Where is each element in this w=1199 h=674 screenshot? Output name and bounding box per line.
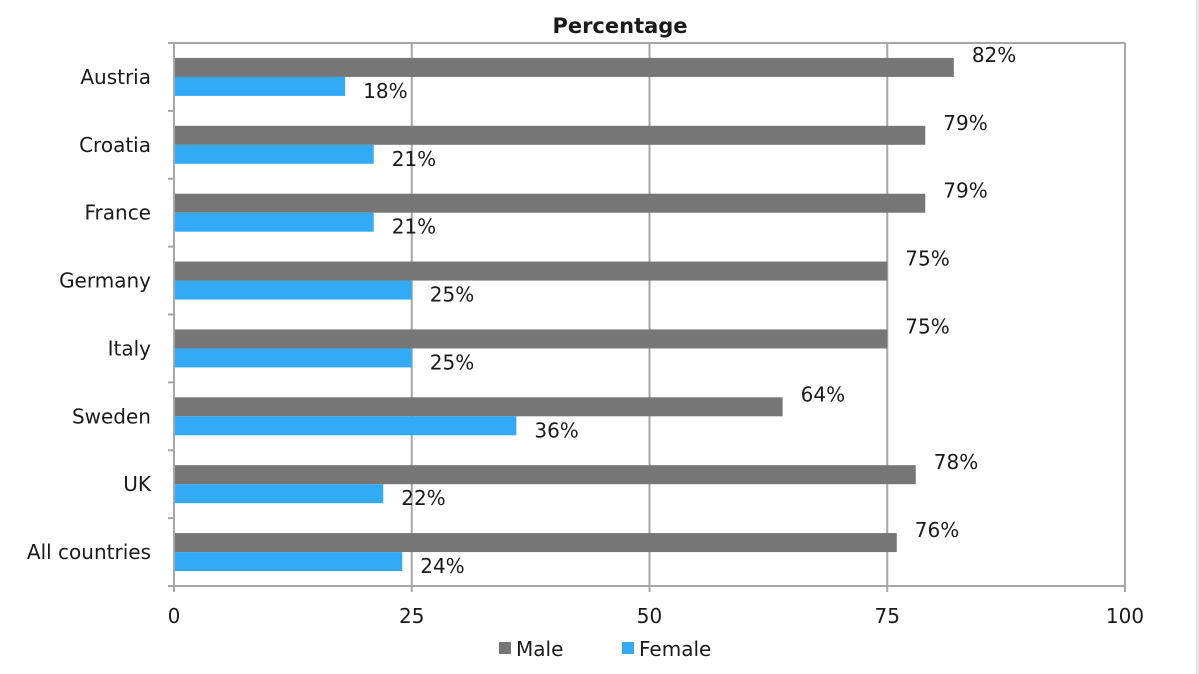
window-edge: [1196, 0, 1199, 674]
data-label-female: 25%: [430, 350, 474, 374]
bar-female: [174, 348, 412, 368]
legend-label-female: Female: [639, 637, 711, 661]
bar-female: [174, 416, 517, 436]
data-labels: 82% 18% 79% 21% 79% 21% 75% 25% 75% 25% 64% 36% 78% 2…: [363, 43, 1016, 578]
bar-male: [174, 57, 954, 77]
bar-female: [174, 280, 412, 300]
category-label: Croatia: [79, 133, 151, 157]
bar-male: [174, 261, 888, 281]
legend: Male Female: [499, 637, 711, 661]
chart-title: Percentage: [552, 14, 687, 38]
data-label-female: 25%: [430, 283, 474, 307]
legend-label-male: Male: [516, 637, 563, 661]
legend-swatch-female: [622, 642, 634, 654]
data-label-female: 24%: [420, 554, 464, 578]
x-tick-label: 75: [875, 604, 900, 628]
data-label-female: 21%: [392, 215, 436, 239]
legend-swatch-male: [499, 642, 511, 654]
bar-male: [174, 125, 926, 145]
x-tick-label: 25: [399, 604, 424, 628]
bar-female: [174, 484, 384, 504]
data-label-male: 78%: [934, 450, 978, 474]
data-label-female: 21%: [392, 147, 436, 171]
category-label: UK: [123, 472, 152, 496]
category-label: France: [84, 201, 151, 225]
bar-male: [174, 329, 888, 349]
bar-female: [174, 212, 374, 232]
bar-female: [174, 76, 346, 96]
data-label-male: 82%: [972, 43, 1016, 67]
x-tick-label: 100: [1106, 604, 1144, 628]
bar-male: [174, 397, 783, 417]
category-labels: Austria Croatia France Germany Italy Sweden UK…: [27, 65, 152, 564]
bar-female: [174, 144, 374, 164]
bar-male: [174, 193, 926, 213]
x-tick-label: 0: [168, 604, 181, 628]
data-label-male: 76%: [915, 518, 959, 542]
data-label-female: 22%: [401, 486, 445, 510]
axes: [168, 42, 1126, 592]
data-label-male: 64%: [801, 382, 845, 406]
x-tick-labels: 0 25 50 75 100: [168, 604, 1144, 628]
bar-male: [174, 465, 916, 485]
x-tick-label: 50: [637, 604, 662, 628]
category-label: Germany: [59, 269, 151, 293]
bar-female: [174, 552, 403, 572]
bars: [174, 57, 954, 572]
category-label: Sweden: [72, 404, 151, 428]
data-label-male: 79%: [943, 179, 987, 203]
category-label: Italy: [108, 336, 152, 360]
category-label: All countries: [27, 540, 151, 564]
bar-male: [174, 533, 897, 553]
data-label-male: 75%: [905, 247, 949, 271]
category-label: Austria: [80, 65, 151, 89]
data-label-male: 75%: [905, 314, 949, 338]
data-label-female: 18%: [363, 79, 407, 103]
data-label-female: 36%: [534, 418, 578, 442]
data-label-male: 79%: [943, 111, 987, 135]
